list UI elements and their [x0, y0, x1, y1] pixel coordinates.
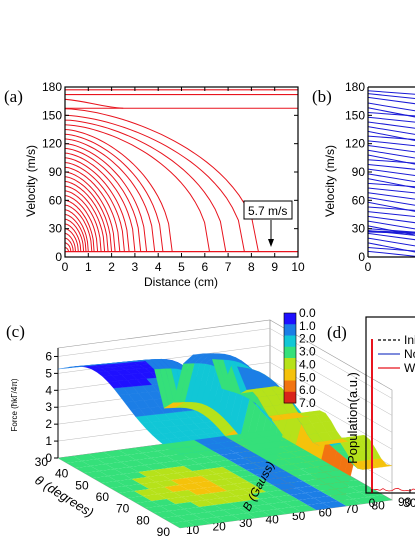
series-line — [368, 122, 415, 130]
annotation-arrowhead — [268, 239, 274, 247]
series-line — [65, 163, 124, 252]
colorbar-swatch — [284, 381, 296, 393]
theta-tick-label: 60 — [96, 490, 110, 504]
z-tick-label: 5 — [45, 366, 52, 380]
y-tick-label: 60 — [49, 193, 63, 207]
theta-tick-label: 30 — [35, 455, 49, 469]
series-line — [368, 113, 415, 118]
z-tick-label: 1 — [45, 434, 52, 448]
series-line-bold — [368, 232, 415, 234]
x-tick-label: 3 — [132, 260, 139, 274]
y-tick-label: 150 — [42, 108, 62, 122]
panel-c-colorbar: 0.01.02.03.04.05.06.07.0 — [284, 306, 316, 410]
x-tick-label: 9 — [271, 260, 278, 274]
x-tick-label: 4 — [155, 260, 162, 274]
y-tick-label: 90 — [352, 165, 366, 179]
panel-a-label: (a) — [4, 87, 23, 106]
annotation-text: 5.7 m/s — [248, 204, 287, 218]
panel-d-legend: IniNoW — [378, 333, 415, 375]
y-tick-label: 90 — [49, 165, 63, 179]
series-line — [368, 221, 415, 231]
panel-c-zlabel: Force (ħkΓ/4π) — [10, 378, 19, 431]
y-tick-label: 150 — [345, 108, 365, 122]
y-tick-label: 180 — [345, 80, 365, 94]
y-tick-label: 30 — [352, 222, 366, 236]
x-tick-label: 10 — [291, 260, 305, 274]
x-tick-label: 2 — [108, 260, 115, 274]
panel-a-xlabel: Distance (cm) — [144, 275, 218, 289]
panel-a-frame — [65, 87, 298, 257]
y-tick-label: 30 — [49, 222, 63, 236]
z-tick-label: 3 — [45, 400, 52, 414]
series-line — [368, 216, 415, 224]
colorbar-tick-label: 7.0 — [299, 396, 316, 410]
x-tick-label: 8 — [248, 260, 255, 274]
panel-d-label: (d) — [327, 323, 347, 342]
series-line — [368, 198, 415, 208]
theta-tick-label: 90 — [157, 525, 171, 537]
z-tick-label: 2 — [45, 417, 52, 431]
colorbar-swatch — [284, 324, 296, 336]
panel-a-annotation: 5.7 m/s — [244, 201, 292, 247]
x-tick-label: 30 — [403, 496, 415, 510]
colorbar-swatch — [284, 369, 296, 381]
colorbar-swatch — [284, 313, 296, 325]
series-line — [368, 169, 415, 177]
y-tick-label: 60 — [352, 193, 366, 207]
series-line-merge — [65, 99, 123, 108]
series-line — [368, 174, 415, 184]
y-tick-label: 120 — [42, 137, 62, 151]
panel-a: (a) Velocity (m/s) Distance (cm) 0 30 60 90… — [4, 80, 305, 289]
theta-tick-label: 80 — [136, 513, 150, 527]
colorbar-swatch — [284, 392, 296, 404]
series-noise — [374, 488, 415, 491]
series-line — [368, 103, 415, 113]
x-tick-label: 5 — [178, 260, 185, 274]
panel-a-plot-area — [65, 90, 298, 252]
series-line — [368, 146, 415, 154]
panel-c-label: (c) — [6, 322, 25, 341]
panel-a-axes: 03060901201501800 1 2 3 4 5 6 7 8 9 10 — [42, 80, 305, 274]
x-tick-label: 0 — [62, 260, 69, 274]
colorbar-swatch — [284, 358, 296, 370]
series-line — [65, 181, 108, 251]
x-tick-label: 6 — [201, 260, 208, 274]
legend-label: Ini — [404, 333, 415, 347]
x-tick-label: 1 — [85, 260, 92, 274]
series-line — [65, 238, 73, 252]
theta-tick-label: 70 — [116, 502, 130, 516]
z-tick-label: 4 — [45, 383, 52, 397]
series-line — [368, 183, 415, 188]
series-line — [368, 94, 415, 100]
theta-tick-label: 40 — [55, 467, 69, 481]
series-line — [65, 167, 120, 251]
theta-tick-label: 50 — [75, 478, 89, 492]
series-line — [368, 238, 415, 248]
panel-b-label: (b) — [312, 87, 332, 106]
y-tick-label: 120 — [345, 137, 365, 151]
series-line — [65, 115, 244, 251]
panel-b-ylabel: Velocity (m/s) — [323, 145, 337, 217]
panel-b: (b) Velocity (m/s) 03060901201501800 — [312, 80, 415, 274]
panel-b-plot-area — [368, 91, 415, 258]
series-line — [368, 160, 415, 165]
x-tick-label: 7 — [225, 260, 232, 274]
colorbar-swatch — [284, 336, 296, 348]
legend-label: No — [404, 347, 415, 361]
y-tick-label: 180 — [42, 80, 62, 94]
series-line — [368, 207, 415, 212]
panel-d-ylabel: Population(a.u.) — [345, 372, 360, 464]
legend-label: W — [404, 361, 415, 375]
series-line — [368, 150, 415, 160]
z-tick-label: 6 — [45, 349, 52, 363]
series-line — [368, 248, 415, 253]
series-line — [368, 193, 415, 201]
series-line — [368, 136, 415, 141]
x-tick-label: 0 — [365, 260, 372, 274]
x-tick-label: 0 — [369, 496, 376, 510]
panel-a-ylabel: Velocity (m/s) — [24, 145, 38, 217]
colorbar-swatch — [284, 347, 296, 359]
series-line — [368, 127, 415, 137]
